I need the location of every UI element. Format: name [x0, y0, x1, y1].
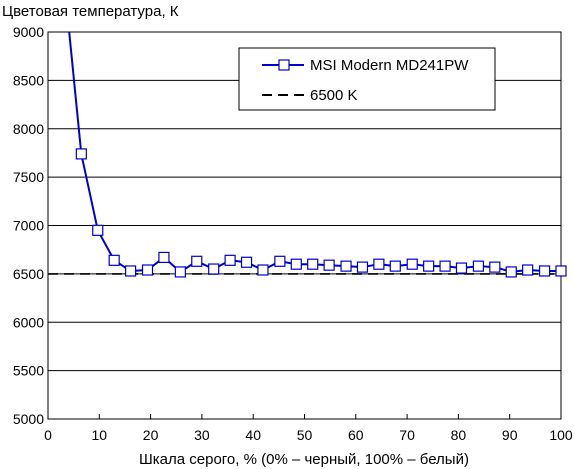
legend-marker-msi — [278, 59, 290, 71]
data-point — [439, 260, 451, 272]
x-tick-label: 50 — [297, 427, 313, 443]
data-point — [141, 264, 154, 276]
data-point — [174, 266, 186, 278]
y-tick-label: 6000 — [13, 314, 44, 330]
y-tick-label: 7000 — [13, 218, 44, 234]
y-axis-title: Цветовая температура, К — [2, 3, 179, 20]
data-point — [406, 258, 418, 270]
data-point — [455, 262, 468, 274]
marker-layer — [75, 148, 567, 278]
tick-labels: 5000 5500 6000 6500 7000 7500 8000 8500 9000 0 10 2… — [13, 24, 573, 443]
data-point — [240, 256, 253, 268]
x-tick-label: 60 — [348, 427, 364, 443]
data-point — [472, 260, 485, 272]
data-point — [423, 260, 435, 272]
x-tick-label: 30 — [194, 427, 210, 443]
data-point — [555, 265, 567, 277]
legend-label-msi: MSI Modern MD241PW — [310, 57, 469, 74]
y-tick-label: 7500 — [13, 169, 44, 185]
data-point — [522, 264, 534, 276]
x-tick-label: 100 — [549, 427, 573, 443]
x-tick-label: 20 — [143, 427, 159, 443]
data-point — [373, 258, 385, 270]
legend-box — [238, 47, 496, 111]
x-tick-label: 10 — [92, 427, 108, 443]
legend-label-6500k: 6500 K — [310, 87, 358, 104]
data-point — [191, 255, 203, 267]
x-tick-label: 70 — [399, 427, 415, 443]
data-point — [389, 260, 401, 272]
x-axis-title: Шкала серого, % (0% – черный, 100% – бел… — [139, 451, 469, 468]
data-point — [124, 265, 137, 277]
data-point — [307, 258, 319, 270]
data-point — [257, 264, 269, 276]
data-point — [290, 258, 302, 270]
y-tick-label: 9000 — [13, 24, 44, 40]
y-tick-label: 5500 — [13, 363, 44, 379]
y-tick-label: 8000 — [13, 121, 44, 137]
x-tick-label: 40 — [245, 427, 261, 443]
data-point — [108, 254, 120, 266]
x-tick-label: 90 — [502, 427, 518, 443]
data-point — [489, 261, 501, 273]
data-point — [274, 255, 286, 267]
x-tick-label: 0 — [44, 427, 52, 443]
data-point — [340, 260, 352, 272]
y-tick-label: 5000 — [13, 411, 44, 427]
legend: MSI Modern MD241PW 6500 K — [238, 47, 496, 111]
data-point — [75, 148, 87, 160]
data-point — [323, 259, 335, 271]
y-tick-label: 6500 — [13, 266, 44, 282]
data-point — [158, 251, 170, 264]
data-point — [92, 224, 104, 236]
data-point — [208, 263, 220, 275]
y-tick-label: 8500 — [13, 72, 44, 88]
data-point — [505, 266, 517, 278]
data-point — [356, 261, 369, 273]
data-point — [224, 254, 236, 266]
data-point — [538, 265, 551, 277]
x-tick-label: 80 — [451, 427, 467, 443]
